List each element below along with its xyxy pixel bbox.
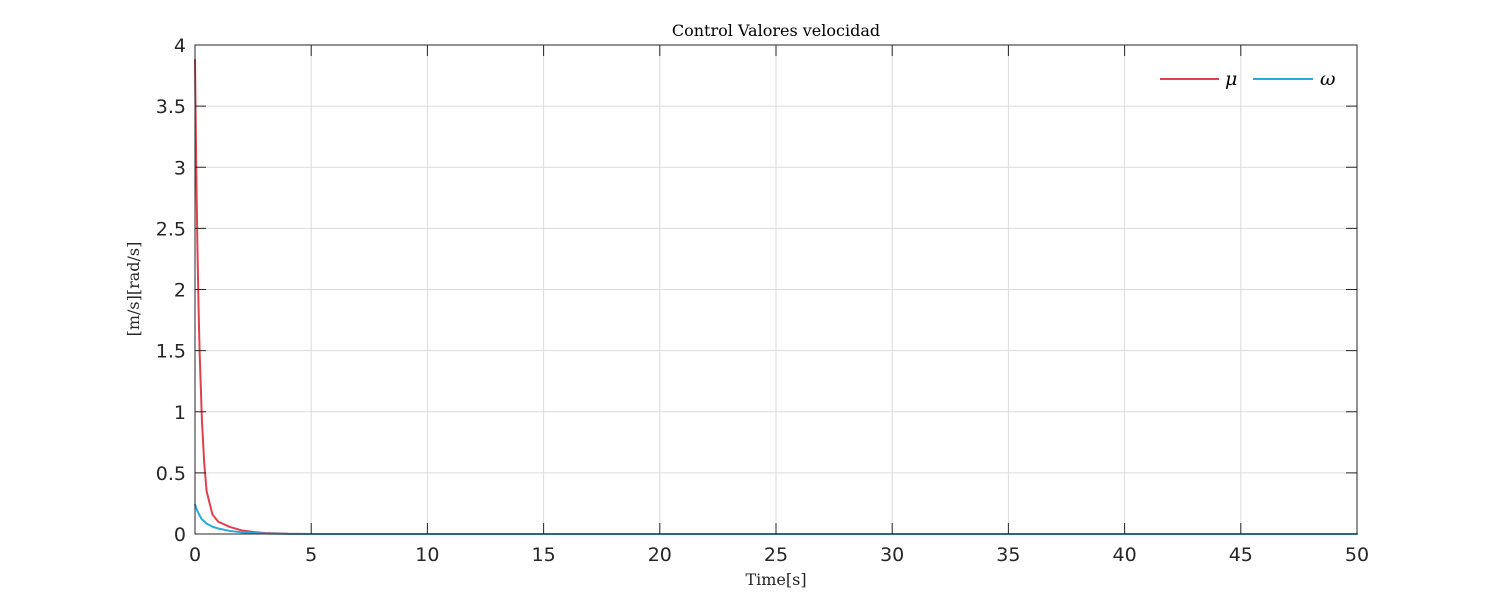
legend: μ ω [1160,68,1336,90]
grid [195,45,1357,534]
y-tick-label: 2 [174,280,186,302]
chart-title: Control Valores velocidad [672,21,880,40]
x-tick-label: 10 [415,544,439,566]
y-tick-label: 3 [174,157,186,179]
x-tick-label: 30 [880,544,904,566]
ticks [194,44,1358,535]
y-tick-label: 0.5 [156,463,186,485]
x-tick-label: 15 [532,544,556,566]
x-tick-label: 0 [189,544,201,566]
x-tick-label: 50 [1345,544,1369,566]
x-tick-label: 20 [648,544,672,566]
x-tick-label: 35 [996,544,1020,566]
y-tick-label: 4 [174,35,186,57]
y-tick-label: 3.5 [156,96,186,118]
x-axis-label: Time[s] [745,570,806,589]
y-axis-label: [m/s][rad/s] [124,242,143,337]
y-tick-label: 2.5 [156,218,186,240]
x-tick-label: 45 [1229,544,1253,566]
y-tick-labels: 0 0.5 1 1.5 2 2.5 3 3.5 4 [156,35,186,546]
y-tick-label: 1 [174,402,186,424]
legend-label-mu: μ [1225,68,1237,90]
y-tick-label: 1.5 [156,341,186,363]
x-tick-label: 25 [764,544,788,566]
x-tick-labels: 0 5 10 15 20 25 30 35 40 45 50 [189,544,1369,566]
x-tick-label: 40 [1113,544,1137,566]
x-tick-label: 5 [305,544,317,566]
y-tick-label: 0 [174,524,186,546]
legend-label-omega: ω [1320,68,1336,90]
